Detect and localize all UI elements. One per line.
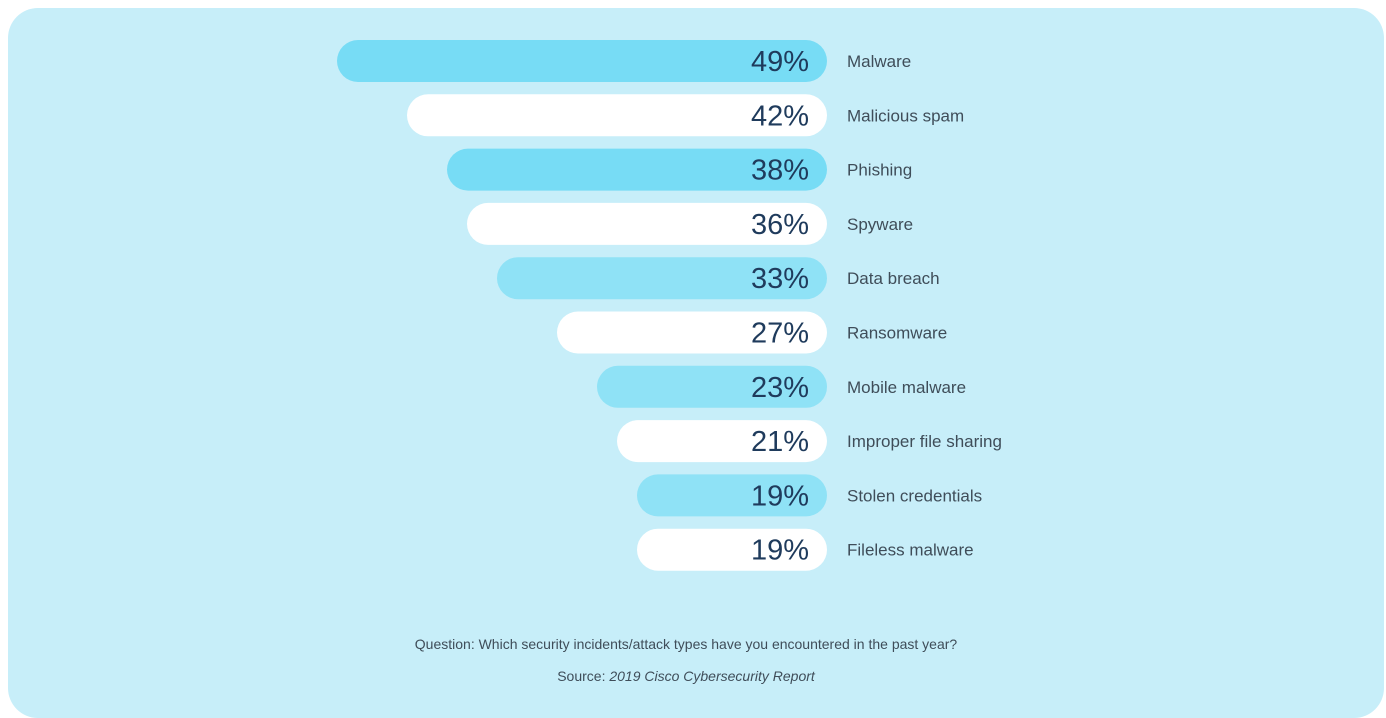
value-label: 49% xyxy=(751,46,809,78)
bar-improper-file-sharing xyxy=(617,420,827,463)
value-label: 33% xyxy=(751,263,809,295)
category-label: Mobile malware xyxy=(847,378,966,397)
value-label: 38% xyxy=(751,155,809,187)
survey-question: Question: Which security incidents/attac… xyxy=(414,636,958,652)
bar-ransomware xyxy=(557,311,827,354)
bar-data-breach xyxy=(497,257,827,300)
category-label: Improper file sharing xyxy=(847,432,1002,451)
category-label: Spyware xyxy=(847,215,913,234)
value-label: 36% xyxy=(751,209,809,241)
source-title: 2019 Cisco Cybersecurity Report xyxy=(609,668,815,684)
category-label: Phishing xyxy=(847,161,912,180)
bar-chart: 49% Malware 42% Malicious spam 38% Phishing 36… xyxy=(337,40,1002,571)
bar-stolen-credentials xyxy=(637,474,827,517)
bar-spyware xyxy=(467,202,827,245)
value-label: 23% xyxy=(751,372,809,404)
category-label: Malicious spam xyxy=(847,106,964,125)
category-label: Ransomware xyxy=(847,324,947,343)
bar-phishing xyxy=(447,148,827,191)
value-label: 42% xyxy=(751,100,809,132)
category-label: Fileless malware xyxy=(847,541,974,560)
category-label: Stolen credentials xyxy=(847,486,982,505)
source-prefix: Source: xyxy=(557,668,610,684)
value-label: 27% xyxy=(751,318,809,350)
category-label: Data breach xyxy=(847,269,940,288)
source-note: Source: 2019 Cisco Cybersecurity Report xyxy=(8,668,1364,684)
bar-malware xyxy=(337,40,827,82)
value-label: 19% xyxy=(751,535,809,567)
bar-mobile-malware xyxy=(597,365,827,408)
value-label: 19% xyxy=(751,480,809,512)
value-label: 21% xyxy=(751,426,809,458)
category-label: Malware xyxy=(847,52,911,71)
bar-malicious-spam xyxy=(407,94,827,137)
bar-fileless-malware xyxy=(637,528,827,571)
chart-panel: 49% Malware 42% Malicious spam 38% Phishing 36… xyxy=(8,8,1384,718)
